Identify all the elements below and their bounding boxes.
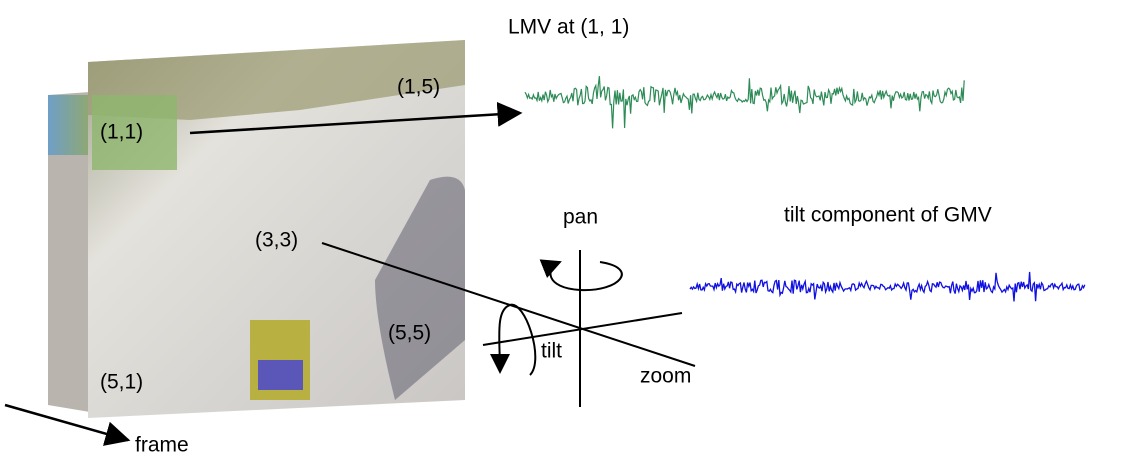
tilt-label: tilt <box>541 340 562 363</box>
zoom-label: zoom <box>640 365 691 388</box>
bike-plate <box>258 360 303 390</box>
block-1-1 <box>92 95 177 170</box>
block-label: (3,3) <box>255 229 298 252</box>
block-label: (5,5) <box>388 322 431 345</box>
lmv-signal <box>524 76 965 129</box>
back-frame-sky <box>48 95 90 155</box>
pan-rotation <box>539 259 623 292</box>
frame-arrow <box>4 403 131 446</box>
block-label: (1,1) <box>100 121 143 144</box>
back-frame <box>48 92 90 412</box>
rider-shadow <box>375 176 465 400</box>
gmv-title: tilt component of GMV <box>784 204 992 227</box>
block-label: (5,1) <box>100 371 143 394</box>
lmv-arrow <box>189 101 523 135</box>
tilt-rotation <box>489 303 537 376</box>
pan-label: pan <box>563 206 598 229</box>
frame-hills <box>88 40 465 120</box>
zoom-axis <box>321 242 696 367</box>
gmv-signal <box>689 271 1086 302</box>
front-frame <box>88 40 465 418</box>
block-label: (1,5) <box>397 76 440 99</box>
lmv-title: LMV at (1, 1) <box>508 16 629 39</box>
frame-label: frame <box>135 434 189 457</box>
